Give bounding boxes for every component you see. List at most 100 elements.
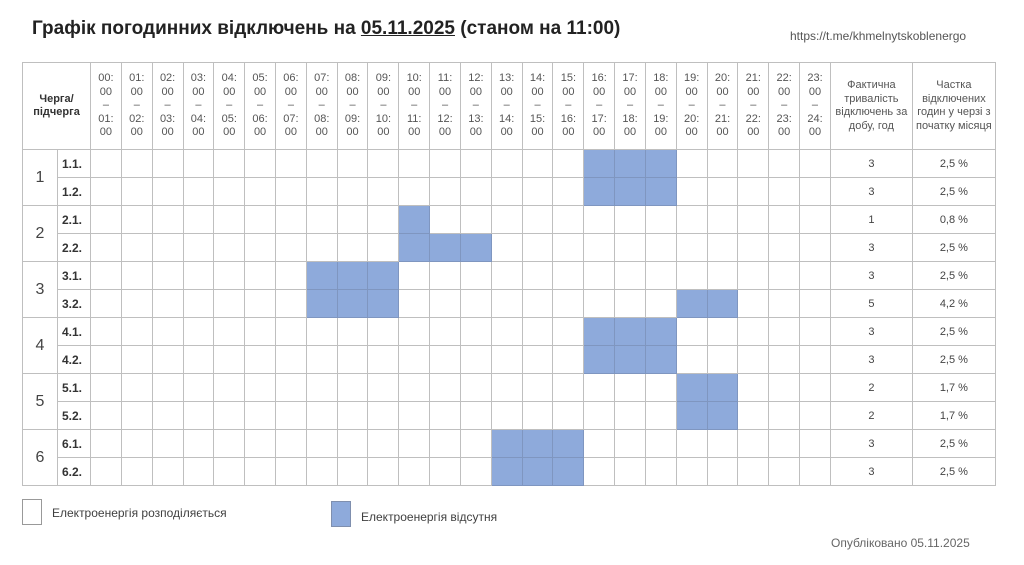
hour-cell-on (213, 317, 246, 346)
hour-cell-on (151, 373, 184, 402)
hour-cell-off (644, 177, 677, 206)
legend-off-label: Електроенергія відсутня (361, 510, 498, 524)
hour-cell-on (552, 233, 585, 262)
hour-cell-on (90, 373, 122, 402)
share-value: 2,5 % (911, 149, 996, 178)
hour-cell-on (274, 289, 307, 318)
hour-cell-on (552, 205, 585, 234)
hour-cell-on (182, 261, 215, 290)
duration-value: 3 (829, 149, 913, 178)
hour-cell-off (521, 429, 554, 458)
hour-header-part: 00 (593, 126, 606, 139)
hour-cell-on (305, 373, 338, 402)
hour-cell-off (305, 261, 338, 290)
table-row: 3.2. 5 4,2 % (23, 289, 996, 318)
hour-cell-on (614, 373, 646, 402)
hour-cell-on (644, 205, 677, 234)
hour-header-part: 00 (716, 85, 729, 98)
hour-cell-on (490, 345, 523, 374)
hour-cell-on (336, 149, 369, 178)
hour-header-part: 11: (437, 72, 453, 85)
duration-value: 3 (829, 233, 913, 262)
hour-cell-on (305, 205, 338, 234)
hour-cell-on (737, 177, 770, 206)
hour-cell-on (706, 261, 739, 290)
hour-header-part: – (811, 99, 819, 112)
hour-cell-on (737, 289, 770, 318)
hour-header-part: 00 (223, 85, 236, 98)
hour-cell-off (552, 429, 585, 458)
hour-cell-on (120, 233, 153, 262)
title-date: 05.11.2025 (360, 18, 455, 39)
hour-cell-on (120, 205, 153, 234)
hour-header-part: 21: (745, 72, 761, 85)
hour-cell-on (644, 401, 677, 430)
hour-header: 10: 00–11: 00 (398, 62, 431, 150)
hour-cell-on (120, 289, 153, 318)
subqueue-label: 5.1. (56, 373, 92, 402)
hour-cell-on (151, 233, 184, 262)
hour-header-part: 19: (684, 72, 700, 85)
hour-header-part: 00 (99, 85, 113, 98)
hour-cell-on (799, 177, 831, 206)
hour-cell-on (90, 457, 122, 486)
hour-cell-on (490, 317, 523, 346)
hour-header-part: – (226, 99, 233, 112)
table-row: 5.2. 2 1,7 % (23, 401, 996, 430)
hour-cell-on (737, 457, 770, 486)
hour-cell-on (768, 401, 801, 430)
hour-cell-on (151, 261, 184, 290)
hour-cell-on (675, 149, 708, 178)
hour-cell-on (305, 177, 338, 206)
schedule-table: Черга/ підчерга 00: 00–01: 00 01: 00–02: 00 02… (21, 62, 996, 486)
hour-header-part: 00 (716, 126, 729, 139)
hour-cell-on (244, 149, 276, 178)
hour-cell-on (675, 429, 708, 458)
hour-header-part: 00 (778, 85, 791, 98)
hour-header-part: – (781, 99, 788, 112)
hour-header: 23: 00–24: 00 (799, 62, 831, 150)
hour-cell-on (706, 429, 739, 458)
share-value: 2,5 % (911, 261, 996, 290)
legend-off-swatch (331, 501, 351, 527)
hour-cell-on (706, 233, 739, 262)
hour-cell-on (490, 401, 523, 430)
queue-label: 6 (22, 429, 58, 486)
hour-header-part: 04: (190, 112, 207, 125)
queue-label: 2 (22, 205, 58, 262)
hour-header-part: 00 (408, 126, 421, 139)
hour-cell-on (644, 457, 677, 486)
hour-cell-on (675, 177, 708, 206)
hour-header-part: 22: (776, 72, 792, 85)
hour-cell-off (583, 345, 616, 374)
hour-header-part: – (626, 99, 634, 112)
hour-header-part: 14: (529, 72, 546, 85)
subqueue-label: 3.2. (56, 289, 92, 318)
hour-header: 20: 00–21: 00 (706, 62, 739, 150)
hour-cell-on (675, 205, 708, 234)
subqueue-label: 3.1. (56, 261, 92, 290)
hour-cell-on (274, 401, 307, 430)
hour-cell-off (675, 373, 708, 402)
hour-cell-on (799, 261, 831, 290)
hour-cell-on (182, 401, 215, 430)
table-row: 6.2. 3 2,5 % (23, 457, 996, 486)
telegram-link[interactable]: https://t.me/khmelnytskoblenergo (790, 29, 967, 43)
hour-cell-off (429, 233, 461, 262)
table-row: 1 1.1. 3 2,5 % (22, 149, 996, 206)
hour-header-part: 16: (591, 72, 607, 85)
hour-cell-on (521, 289, 554, 318)
hour-cell-off (367, 261, 400, 290)
hour-cell-on (429, 149, 461, 178)
hour-header-part: 00 (808, 126, 822, 139)
hour-header-part: 13: (468, 112, 484, 125)
hour-cell-on (120, 345, 153, 374)
hour-cell-on (367, 205, 400, 234)
hour-cell-on (459, 429, 492, 458)
hour-cell-on (459, 317, 492, 346)
hour-cell-off (675, 289, 708, 318)
hour-cell-on (336, 345, 369, 374)
hour-cell-on (459, 345, 492, 374)
hour-header-part: 08: (344, 72, 361, 85)
hour-header-part: 00 (654, 126, 667, 139)
